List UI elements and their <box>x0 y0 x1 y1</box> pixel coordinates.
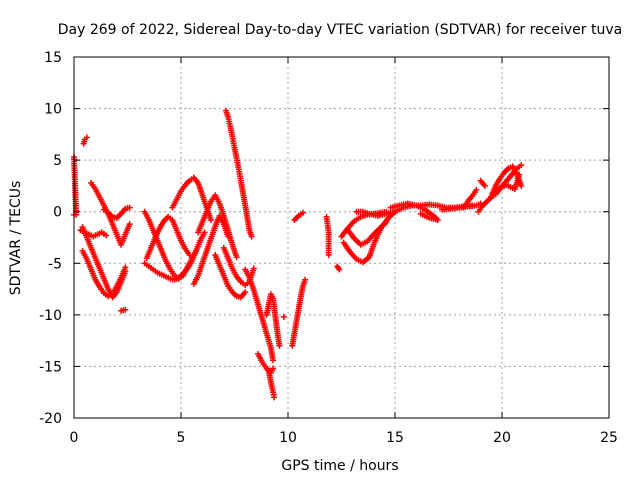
data-point <box>248 233 255 240</box>
data-point <box>325 252 332 259</box>
x-tick-label: 5 <box>177 430 186 446</box>
grid <box>74 57 609 418</box>
x-axis-label: GPS time / hours <box>281 458 398 474</box>
data-marks <box>71 107 525 401</box>
data-point <box>207 216 214 223</box>
y-tick-label: -5 <box>48 256 62 272</box>
x-tick-label: 0 <box>70 430 79 446</box>
data-point <box>516 171 523 178</box>
data-point <box>417 210 424 217</box>
data-point <box>103 232 110 239</box>
x-tick-label: 10 <box>279 430 297 446</box>
y-axis-label: SDTVAR / TECUs <box>8 181 24 296</box>
data-point <box>122 306 129 313</box>
data-point <box>302 276 309 283</box>
data-point <box>270 365 277 372</box>
data-point <box>83 134 90 141</box>
y-tick-label: 15 <box>44 50 62 66</box>
y-tick-label: 0 <box>53 205 62 221</box>
data-point <box>276 342 283 349</box>
data-point <box>250 265 257 272</box>
data-point <box>481 182 488 189</box>
data-point <box>280 313 287 320</box>
axis-ticks: 0 5 10 15 20 25 -20 -15 -10 -5 0 5 10 15 <box>39 50 618 446</box>
data-point <box>201 229 208 236</box>
data-point <box>383 219 390 226</box>
y-tick-label: -20 <box>39 411 62 427</box>
data-point <box>518 162 525 169</box>
data-point <box>518 182 525 189</box>
data-point <box>299 209 306 216</box>
x-tick-label: 20 <box>493 430 511 446</box>
data-point <box>126 204 133 211</box>
y-tick-label: 10 <box>44 102 62 118</box>
data-point <box>473 187 480 194</box>
y-tick-label: 5 <box>53 153 62 169</box>
plot-frame <box>73 56 610 419</box>
data-point <box>122 264 129 271</box>
data-point <box>242 289 249 296</box>
data-point <box>271 394 278 401</box>
x-tick-label: 15 <box>386 430 404 446</box>
data-point <box>270 357 277 364</box>
y-tick-label: -15 <box>39 359 62 375</box>
y-tick-label: -10 <box>39 308 62 324</box>
data-point <box>233 254 240 261</box>
data-point <box>126 221 133 228</box>
data-point <box>336 266 343 273</box>
x-tick-label: 25 <box>600 430 618 446</box>
chart-title: Day 269 of 2022, Sidereal Day-to-day VTE… <box>58 22 622 38</box>
